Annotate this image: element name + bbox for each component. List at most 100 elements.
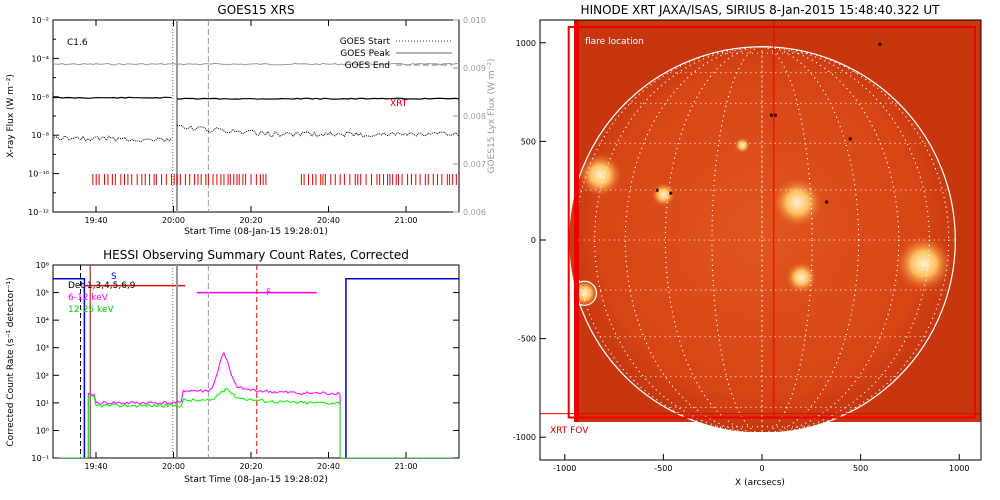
xrt-flare-location-label: flare location: [585, 37, 644, 47]
xrt-fov-box: [567, 25, 977, 419]
hessi-ytick-label: 10⁴: [36, 316, 49, 325]
hessi-ylabel: Corrected Count Rate (s⁻¹ detector⁻¹): [6, 277, 16, 446]
goes-legend-start: GOES Start: [340, 37, 391, 47]
hessi-xtick-label: 21:00: [394, 462, 417, 471]
hessi-legend-det: Det 1,3,4,5,6,9: [68, 281, 136, 291]
goes-legend-peak: GOES Peak: [340, 49, 390, 59]
hessi-night-right: [345, 278, 459, 458]
xrt-dark-spot: [769, 113, 773, 117]
goes-lyx-line: [53, 62, 459, 66]
goes-ytick-label: 10⁻⁴: [31, 54, 49, 63]
xrt-xtick-label: 0: [759, 464, 764, 473]
hessi-panel: HESSI Observing Summary Count Rates, Cor…: [6, 248, 460, 485]
xrt-ytick-label: 0: [531, 236, 536, 245]
goes-ytick-label: 10⁻¹⁰: [28, 170, 49, 179]
goes-flare-class: C1.6: [67, 38, 88, 48]
xrt-flare-circle: [571, 280, 598, 306]
goes-y2tick-label: 0.007: [463, 160, 486, 169]
xrt-axes: -1000 -500 0 500 1000 1000 500 0 -500 -1000: [513, 39, 970, 473]
goes-legend-end: GOES End: [345, 61, 390, 71]
hessi-ytick-label: 10⁻¹: [31, 454, 49, 463]
xrt-dark-spot: [669, 191, 673, 195]
xrt-xtick-label: -500: [654, 464, 672, 473]
xrt-xtick-label: 500: [853, 464, 868, 473]
hessi-series-line: [53, 388, 459, 458]
xrt-dark-spot: [825, 200, 829, 204]
goes-xtick-label: 20:40: [317, 216, 340, 225]
hessi-ytick-label: 10⁶: [36, 261, 49, 270]
goes-ytick-label: 10⁻⁶: [31, 93, 49, 102]
xrt-image: [540, 20, 981, 432]
goes-short-line: [176, 125, 459, 138]
goes-panel: GOES15 XRS 10⁻² 10⁻⁴ 10⁻⁶ 10⁻⁸ 10⁻¹⁰ 10⁻¹² 0.0…: [6, 3, 497, 237]
hessi-series-line: [53, 351, 459, 458]
hessi-ytick-label: 10¹: [36, 399, 49, 408]
hessi-xtick-label: 19:40: [84, 462, 107, 471]
hessi-ytick-label: 10³: [36, 344, 49, 353]
hessi-night-label: S: [111, 272, 117, 282]
goes-xtick-label: 19:40: [84, 216, 107, 225]
hessi-plot-frame: [52, 264, 460, 459]
hessi-legend-high: 12-25 keV: [68, 305, 114, 315]
hessi-flare-label: F: [266, 288, 271, 298]
xrt-dark-spot: [848, 137, 852, 141]
xrt-active-region: [785, 261, 818, 294]
xrt-active-region: [651, 182, 676, 207]
xrt-grid-longitude: [711, 46, 813, 432]
xrt-ytick-label: 1000: [516, 39, 536, 48]
xrt-grid-longitude: [664, 46, 860, 432]
goes-long-line: [176, 97, 459, 100]
goes-y2tick-label: 0.010: [463, 16, 486, 25]
xrt-ytick-label: 500: [521, 137, 536, 146]
goes-xlabel: Start Time (08-Jan-15 19:28:01): [184, 227, 328, 237]
goes-xtick-label: 20:20: [239, 216, 262, 225]
goes-xtick-label: 20:00: [162, 216, 185, 225]
xrt-dark-spot: [773, 113, 777, 117]
goes-ylabel: X-ray Flux (W m⁻²): [6, 74, 16, 158]
hessi-xtick-label: 20:00: [162, 462, 185, 471]
goes-y2tick-label: 0.009: [463, 64, 486, 73]
hessi-legend: Det 1,3,4,5,6,9 6-12 keV 12-25 keV: [68, 281, 136, 315]
goes-long-line: [53, 96, 172, 99]
xrt-ytick-label: -500: [518, 335, 536, 344]
goes-legend: GOES Start GOES Peak GOES End: [340, 37, 452, 71]
goes-ytick-label: 10⁻²: [31, 16, 49, 25]
xrt-active-region: [734, 137, 751, 154]
goes-y2label: GOES15 Lyx Flux (W m⁻²): [487, 59, 497, 174]
hessi-night-left: [53, 278, 86, 458]
goes-marks: [53, 20, 459, 212]
goes-ytick-label: 10⁻⁸: [31, 131, 49, 140]
hessi-marks: [53, 265, 459, 458]
goes-ytick-label: 10⁻¹²: [28, 208, 49, 217]
goes-short-line: [53, 135, 172, 143]
hessi-ytick-label: 10⁰: [36, 426, 49, 435]
xrt-xtick-label: -1000: [553, 464, 576, 473]
xrt-panel: HINODE XRT JAXA/ISAS, SIRIUS 8-Jan-2015 …: [513, 3, 982, 488]
hessi-xlabel: Start Time (08-Jan-15 19:28:02): [184, 475, 328, 485]
hessi-xtick-label: 20:20: [239, 462, 262, 471]
xrt-fov-edge: [574, 20, 579, 422]
xrt-dark-spot: [878, 42, 882, 46]
xrt-grid-longitude: [624, 46, 900, 432]
xrt-active-region: [772, 177, 823, 228]
goes-y2tick-label: 0.008: [463, 112, 486, 121]
xrt-active-region: [578, 152, 623, 197]
goes-y2tick-label: 0.006: [463, 208, 486, 217]
hessi-axes: 10⁶ 10⁵ 10⁴ 10³ 10² 10¹ 10⁰ 10⁻¹ 19:40 20:00 20:20…: [31, 261, 459, 471]
xrt-xtick-label: 1000: [949, 464, 969, 473]
hessi-ytick-label: 10²: [36, 371, 49, 380]
xrt-active-region: [895, 235, 952, 292]
xrt-title: HINODE XRT JAXA/ISAS, SIRIUS 8-Jan-2015 …: [581, 3, 941, 17]
goes-xrt-label: XRT: [390, 99, 408, 109]
hessi-xtick-label: 20:40: [317, 462, 340, 471]
xrt-fov-label: XRT FOV: [550, 426, 589, 436]
xrt-xlabel: X (arcsecs): [735, 478, 785, 488]
goes-xtick-label: 21:00: [394, 216, 417, 225]
hessi-ytick-label: 10⁵: [36, 289, 49, 298]
hessi-title: HESSI Observing Summary Count Rates, Cor…: [103, 248, 409, 262]
hessi-legend-low: 6-12 keV: [68, 293, 109, 303]
goes-title: GOES15 XRS: [217, 3, 294, 17]
xrt-dark-spot: [655, 188, 659, 192]
xrt-ytick-label: -1000: [513, 433, 536, 442]
